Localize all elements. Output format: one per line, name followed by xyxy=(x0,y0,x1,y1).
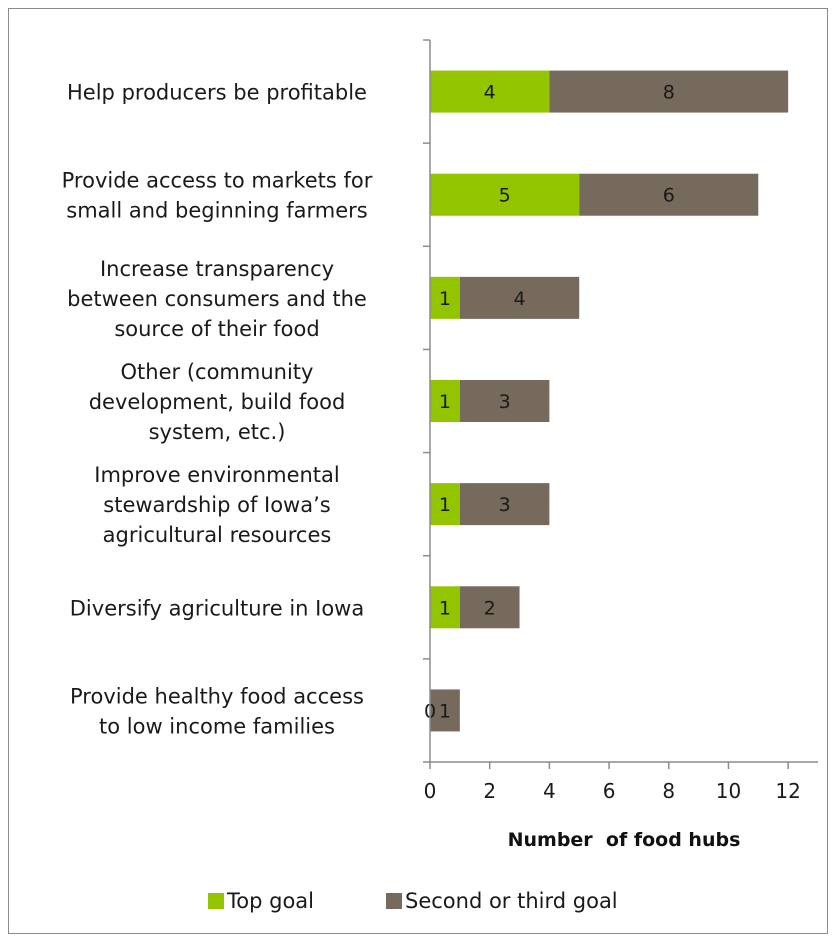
category-labels-group: Help producers be profitable Provide acce… xyxy=(62,81,373,739)
data-label: 4 xyxy=(513,288,525,310)
category-label-line: between consumers and the xyxy=(67,287,367,311)
category-label-line: Provide access to markets for xyxy=(62,169,373,193)
data-label: 6 xyxy=(663,185,675,207)
category-label-line: source of their food xyxy=(114,317,319,341)
category-label-line: system, etc.) xyxy=(149,420,286,444)
category-label-line: Increase transparency xyxy=(100,257,334,281)
data-label: 3 xyxy=(499,494,511,516)
category-label-line: Other (community xyxy=(121,360,314,384)
bars-group xyxy=(430,70,789,732)
category-label-line: Diversify agriculture in Iowa xyxy=(70,596,364,620)
data-label: 4 xyxy=(484,82,496,104)
x-tick-label: 8 xyxy=(662,779,675,803)
y-ticks-group xyxy=(423,39,430,763)
x-tick-label: 12 xyxy=(775,779,800,803)
bar-segment-top-goal xyxy=(430,380,460,422)
legend-swatch-top-goal xyxy=(208,893,224,909)
data-label: 1 xyxy=(439,391,451,413)
x-tick-label: 2 xyxy=(483,779,496,803)
bar-segment-top-goal xyxy=(430,70,550,113)
category-label-line: agricultural resources xyxy=(103,523,332,547)
x-tick-label: 0 xyxy=(424,779,437,803)
x-ticks-group: 0 2 4 6 8 10 12 xyxy=(424,762,801,803)
data-label: 1 xyxy=(439,494,451,516)
legend-swatch-second-or-third-goal xyxy=(386,893,402,909)
category-label-line: Help producers be profitable xyxy=(67,81,367,105)
category-label: Other (community development, build food s… xyxy=(89,360,346,444)
category-label: Provide access to markets for small and b… xyxy=(62,169,373,223)
bar-segment-second-or-third-goal xyxy=(459,380,550,422)
category-label: Increase transparency between consumers a… xyxy=(67,257,367,341)
legend: Top goal Second or third goal xyxy=(208,889,618,913)
data-label: 1 xyxy=(439,700,451,722)
category-label: Provide healthy food access to low income… xyxy=(70,684,364,738)
data-label: 3 xyxy=(499,391,511,413)
category-label-line: stewardship of Iowa’s xyxy=(103,493,330,517)
legend-label: Second or third goal xyxy=(405,889,618,913)
x-tick-label: 6 xyxy=(603,779,616,803)
category-label: Diversify agriculture in Iowa xyxy=(70,596,364,620)
category-label-line: Improve environmental xyxy=(94,463,339,487)
category-label-line: development, build food xyxy=(89,390,346,414)
bar-segment-second-or-third-goal xyxy=(459,586,520,629)
x-axis-title: Number of food hubs xyxy=(508,829,741,851)
category-label: Improve environmental stewardship of Iowa… xyxy=(94,463,339,547)
category-label-line: to low income families xyxy=(99,714,335,738)
category-label-line: small and beginning farmers xyxy=(66,199,367,223)
bar-segment-top-goal xyxy=(430,276,460,319)
data-label: 2 xyxy=(484,597,496,619)
legend-label: Top goal xyxy=(226,889,314,913)
category-label: Help producers be profitable xyxy=(67,81,367,105)
bar-segment-second-or-third-goal xyxy=(430,689,460,732)
bar-segment-second-or-third-goal xyxy=(459,276,580,319)
x-tick-label: 10 xyxy=(716,779,741,803)
bar-labels-group: 4 85 61 41 31 31 20 1 xyxy=(424,82,675,723)
x-tick-label: 4 xyxy=(543,779,556,803)
bar-segment-second-or-third-goal xyxy=(579,173,759,216)
category-label-line: Provide healthy food access xyxy=(70,684,364,708)
bar-segment-top-goal xyxy=(430,173,580,216)
axes-group xyxy=(429,40,818,763)
data-label: 8 xyxy=(663,82,675,104)
data-label: 1 xyxy=(439,288,451,310)
data-label: 1 xyxy=(439,597,451,619)
bar-segment-top-goal xyxy=(430,586,460,629)
bar-segment-second-or-third-goal xyxy=(459,483,550,526)
data-label: 5 xyxy=(499,185,511,207)
bar-segment-top-goal xyxy=(430,483,460,526)
bar-segment-second-or-third-goal xyxy=(549,70,789,113)
chart-frame xyxy=(8,8,828,934)
